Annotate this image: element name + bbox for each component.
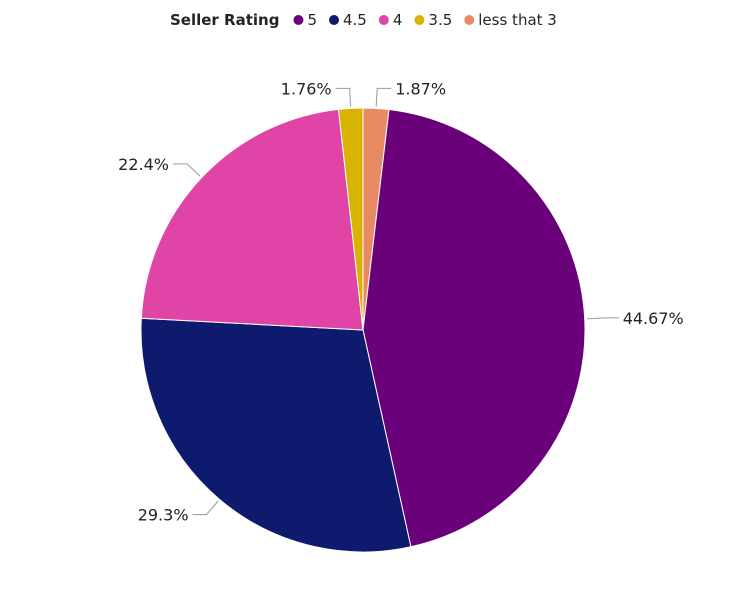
data-label-4-5: 29.3%: [138, 506, 189, 525]
legend-marker-4-5: [329, 15, 339, 25]
legend-item-3-5[interactable]: 3.5: [414, 11, 452, 29]
leader-line-3-5: [335, 87, 352, 107]
legend-label-4: 4: [393, 11, 403, 29]
pie-slice-4-5[interactable]: [140, 317, 412, 553]
legend-item-less-that-3[interactable]: less that 3: [464, 11, 557, 29]
data-labels: 1.87% 44.67% 29.3% 22.4% 1.76%: [118, 79, 684, 524]
legend-item-4-5[interactable]: 4.5: [329, 11, 367, 29]
legend: Seller Rating 5 4.5 4 3.5 less that 3: [170, 11, 557, 29]
leader-lines: [173, 87, 619, 516]
legend-item-4[interactable]: 4: [378, 11, 403, 29]
pie-slice-4[interactable]: [140, 108, 364, 331]
leader-line-less-that-3: [375, 87, 392, 107]
legend-label-less-that-3: less that 3: [478, 11, 557, 29]
legend-marker-5: [293, 15, 304, 25]
legend-items: 5 4.5 4 3.5 less that 3: [293, 11, 557, 29]
leader-line-5: [586, 317, 619, 320]
pie-slice-3-5[interactable]: [337, 107, 364, 331]
data-label-5: 44.67%: [623, 309, 684, 328]
legend-label-5: 5: [307, 11, 317, 29]
data-label-less-that-3: 1.87%: [395, 79, 446, 98]
data-label-4: 22.4%: [118, 155, 169, 174]
pie-slice-5[interactable]: [362, 108, 586, 548]
pie-slices: [140, 107, 586, 553]
legend-label-4-5: 4.5: [343, 11, 367, 29]
legend-title: Seller Rating: [170, 11, 279, 29]
leader-line-4-5: [192, 500, 219, 516]
legend-marker-4: [378, 15, 389, 25]
legend-marker-less-that-3: [464, 15, 475, 25]
leader-line-4: [173, 163, 201, 177]
legend-marker-3-5: [414, 15, 425, 25]
data-label-3-5: 1.76%: [281, 79, 332, 98]
legend-item-5[interactable]: 5: [293, 11, 317, 29]
legend-label-3-5: 3.5: [428, 11, 452, 29]
